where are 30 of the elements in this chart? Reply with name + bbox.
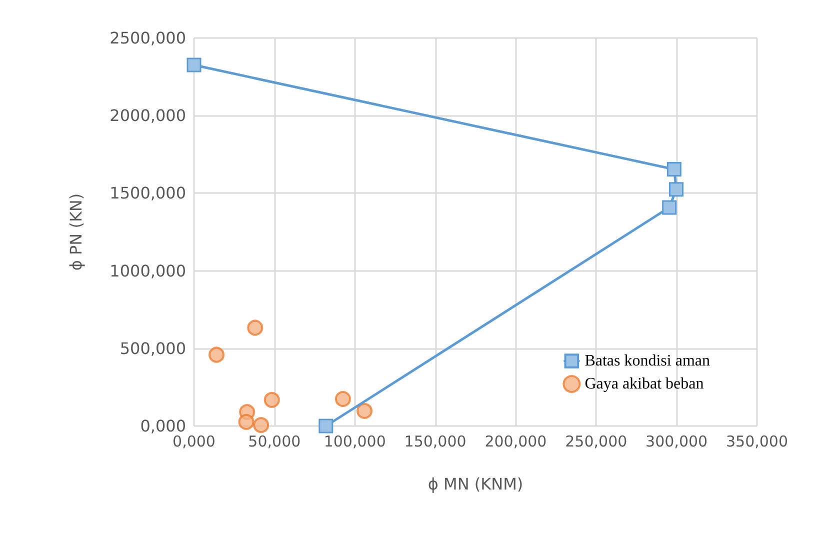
x-tick-label: 150,000 <box>404 432 466 450</box>
legend-label: Batas kondisi aman <box>584 352 710 370</box>
point <box>238 414 254 430</box>
point <box>334 391 351 407</box>
x-tick-label: 50,000 <box>248 432 301 450</box>
x-axis-title: ϕ MN (KNM) <box>428 474 524 494</box>
x-tick-label: 100,000 <box>324 432 386 450</box>
point <box>669 182 684 197</box>
point <box>318 418 334 434</box>
y-tick-label: 2000,000 <box>110 106 186 126</box>
legend-label: Gaya akibat beban <box>584 376 704 392</box>
point <box>247 320 264 336</box>
point <box>666 162 682 177</box>
point <box>356 402 373 419</box>
point <box>662 200 677 215</box>
point <box>186 58 202 72</box>
point <box>208 346 225 363</box>
y-tick-label: 1000,000 <box>110 261 186 280</box>
x-tick-label: 250,000 <box>565 432 628 450</box>
x-tick-label: 200,000 <box>484 432 547 450</box>
x-tick-label: 300,000 <box>646 432 708 450</box>
point <box>253 417 270 434</box>
y-axis-title: ϕ PN (KN) <box>66 193 86 271</box>
point <box>264 392 280 408</box>
y-tick-label: 2500,000 <box>110 28 186 48</box>
y-tick-label: 0,000 <box>140 416 186 436</box>
x-tick-label: 350,000 <box>726 432 788 450</box>
x-tick-label: 0,000 <box>172 432 216 450</box>
y-tick-label: 1500,000 <box>110 184 186 203</box>
y-tick-label: 500,000 <box>120 338 186 358</box>
